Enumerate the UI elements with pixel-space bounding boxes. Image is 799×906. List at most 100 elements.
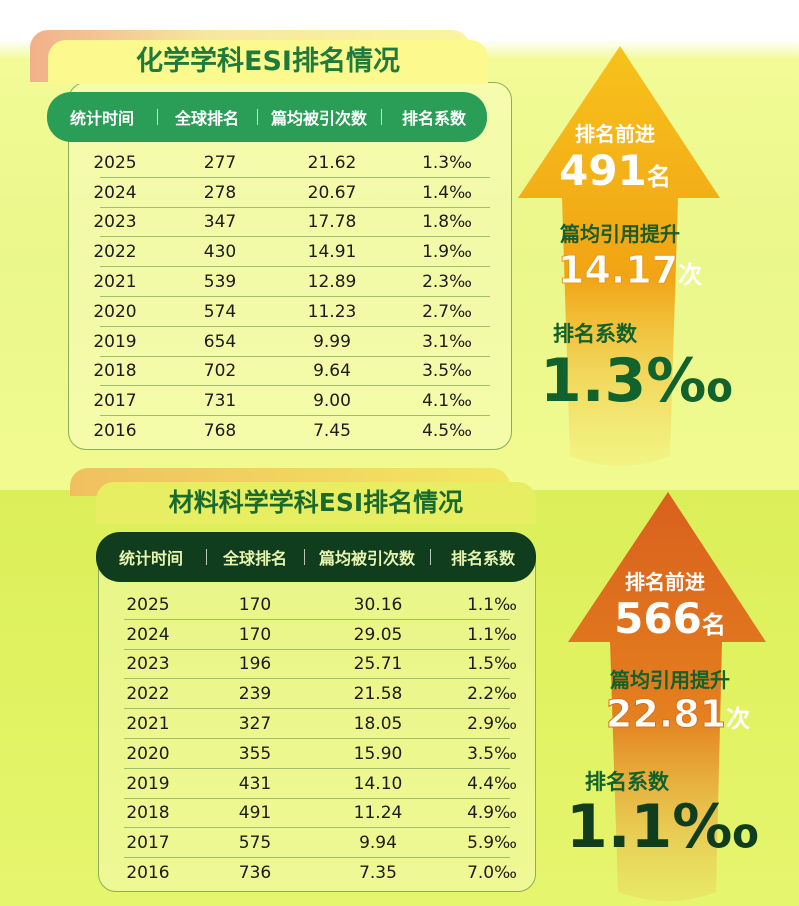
year-cell: 2017 <box>93 391 137 412</box>
citations-cell: 11.23 <box>307 301 357 322</box>
table-row: 2023 196 25.71 1.5‰ <box>100 650 542 680</box>
coefficient-cell: 4.4‰ <box>467 773 517 794</box>
chem-cite-unit: 次 <box>678 261 703 289</box>
chem-table-panel <box>68 82 512 450</box>
year-cell: 2021 <box>126 714 170 735</box>
chem-cite-increase: 14.17次 <box>530 248 730 293</box>
table-row: 2017 731 9.00 4.1‰ <box>60 386 500 416</box>
chem-header-year: 统计时间 <box>69 109 134 128</box>
year-cell: 2025 <box>126 594 170 615</box>
row-divider <box>100 415 490 417</box>
year-cell: 2023 <box>93 212 137 233</box>
mat-table-panel <box>98 540 536 892</box>
chem-title: 化学学科ESI排名情况 <box>48 40 488 84</box>
mat-header-citations: 篇均被引次数 <box>304 545 430 569</box>
mat-header-rank: 全球排名 <box>206 545 304 569</box>
citations-cell: 11.24 <box>353 803 403 824</box>
mat-coef-label: 排名系数 <box>585 770 669 794</box>
citations-cell: 12.89 <box>307 272 357 293</box>
row-divider <box>124 738 510 739</box>
row-divider <box>100 176 490 178</box>
coefficient-cell: 3.5‰ <box>467 743 517 764</box>
mat-coef-value: 1.1‰ <box>566 792 759 862</box>
table-row: 2022 239 21.58 2.2‰ <box>100 679 542 709</box>
coefficient-cell: 1.9‰ <box>422 242 472 263</box>
rank-cell: 347 <box>203 212 237 233</box>
table-row: 2025 277 21.62 1.3‰ <box>60 148 500 178</box>
coefficient-cell: 4.9‰ <box>467 803 517 824</box>
chem-rank-unit: 名 <box>646 163 671 191</box>
year-cell: 2016 <box>126 863 170 884</box>
mat-rank-advance: 566名 <box>585 594 755 643</box>
coefficient-cell: 2.7‰ <box>422 301 472 322</box>
row-divider <box>100 236 490 238</box>
row-divider <box>124 678 510 680</box>
mat-cite-label: 篇均引用提升 <box>610 668 730 692</box>
year-cell: 2019 <box>126 773 170 794</box>
coefficient-cell: 2.9‰ <box>467 714 517 735</box>
citations-cell: 14.91 <box>307 242 357 263</box>
rank-cell: 277 <box>203 152 237 173</box>
table-row: 2016 768 7.45 4.5‰ <box>60 416 500 446</box>
coefficient-cell: 1.5‰ <box>467 654 517 675</box>
chem-header-coefficient: 排名系数 <box>381 105 487 129</box>
row-divider <box>100 385 490 387</box>
table-row: 2021 327 18.05 2.9‰ <box>100 709 542 739</box>
rank-cell: 768 <box>203 421 237 442</box>
row-divider <box>124 648 510 650</box>
year-cell: 2017 <box>126 833 170 854</box>
chem-rank-value: 491 <box>559 146 647 195</box>
citations-cell: 21.62 <box>307 152 357 173</box>
coefficient-cell: 1.1‰ <box>467 624 517 645</box>
mat-rank-label: 排名前进 <box>625 570 705 594</box>
chem-cite-value: 14.17 <box>557 248 679 293</box>
rank-cell: 702 <box>203 361 237 382</box>
rank-cell: 355 <box>238 743 272 764</box>
coefficient-cell: 3.5‰ <box>422 361 472 382</box>
rank-cell: 239 <box>238 684 272 705</box>
chem-cite-label: 篇均引用提升 <box>560 222 680 246</box>
table-row: 2019 654 9.99 3.1‰ <box>60 327 500 357</box>
chem-header-citations: 篇均被引次数 <box>257 105 381 129</box>
table-row: 2024 170 29.05 1.1‰ <box>100 620 542 650</box>
mat-header-year: 统计时间 <box>118 549 183 568</box>
row-divider <box>100 206 490 208</box>
chem-header-rank: 全球排名 <box>157 105 257 129</box>
year-cell: 2025 <box>93 152 137 173</box>
mat-header-coefficient: 排名系数 <box>430 545 536 569</box>
mat-table-header: 统计时间 全球排名 篇均被引次数 排名系数 <box>96 532 536 582</box>
citations-cell: 9.00 <box>313 391 351 412</box>
citations-cell: 15.90 <box>353 743 403 764</box>
mat-rank-unit: 名 <box>701 611 726 639</box>
year-cell: 2022 <box>93 242 137 263</box>
row-divider <box>124 708 510 710</box>
citations-cell: 17.78 <box>307 212 357 233</box>
year-cell: 2023 <box>126 654 170 675</box>
table-row: 2016 736 7.35 7.0‰ <box>100 858 542 888</box>
coefficient-cell: 5.9‰ <box>467 833 517 854</box>
row-divider <box>124 618 510 620</box>
coefficient-cell: 7.0‰ <box>467 863 517 884</box>
coefficient-cell: 1.1‰ <box>467 594 517 615</box>
coefficient-cell: 3.1‰ <box>422 331 472 352</box>
row-divider <box>100 266 490 268</box>
rank-cell: 491 <box>238 803 272 824</box>
citations-cell: 7.35 <box>359 863 397 884</box>
row-divider <box>124 797 510 799</box>
coefficient-cell: 1.3‰ <box>422 152 472 173</box>
mat-cite-unit: 次 <box>726 705 751 733</box>
rank-cell: 170 <box>238 594 272 615</box>
table-row: 2017 575 9.94 5.9‰ <box>100 828 542 858</box>
citations-cell: 29.05 <box>353 624 403 645</box>
row-divider <box>124 827 510 829</box>
chem-coef-value: 1.3‰ <box>540 346 733 416</box>
table-row: 2025 170 30.16 1.1‰ <box>100 590 542 620</box>
mat-cite-increase: 22.81次 <box>578 692 778 737</box>
citations-cell: 14.10 <box>353 773 403 794</box>
year-cell: 2024 <box>93 182 137 203</box>
coefficient-cell: 2.2‰ <box>467 684 517 705</box>
chem-rank-label: 排名前进 <box>575 122 655 146</box>
rank-cell: 575 <box>238 833 272 854</box>
coefficient-cell: 2.3‰ <box>422 272 472 293</box>
year-cell: 2019 <box>93 331 137 352</box>
